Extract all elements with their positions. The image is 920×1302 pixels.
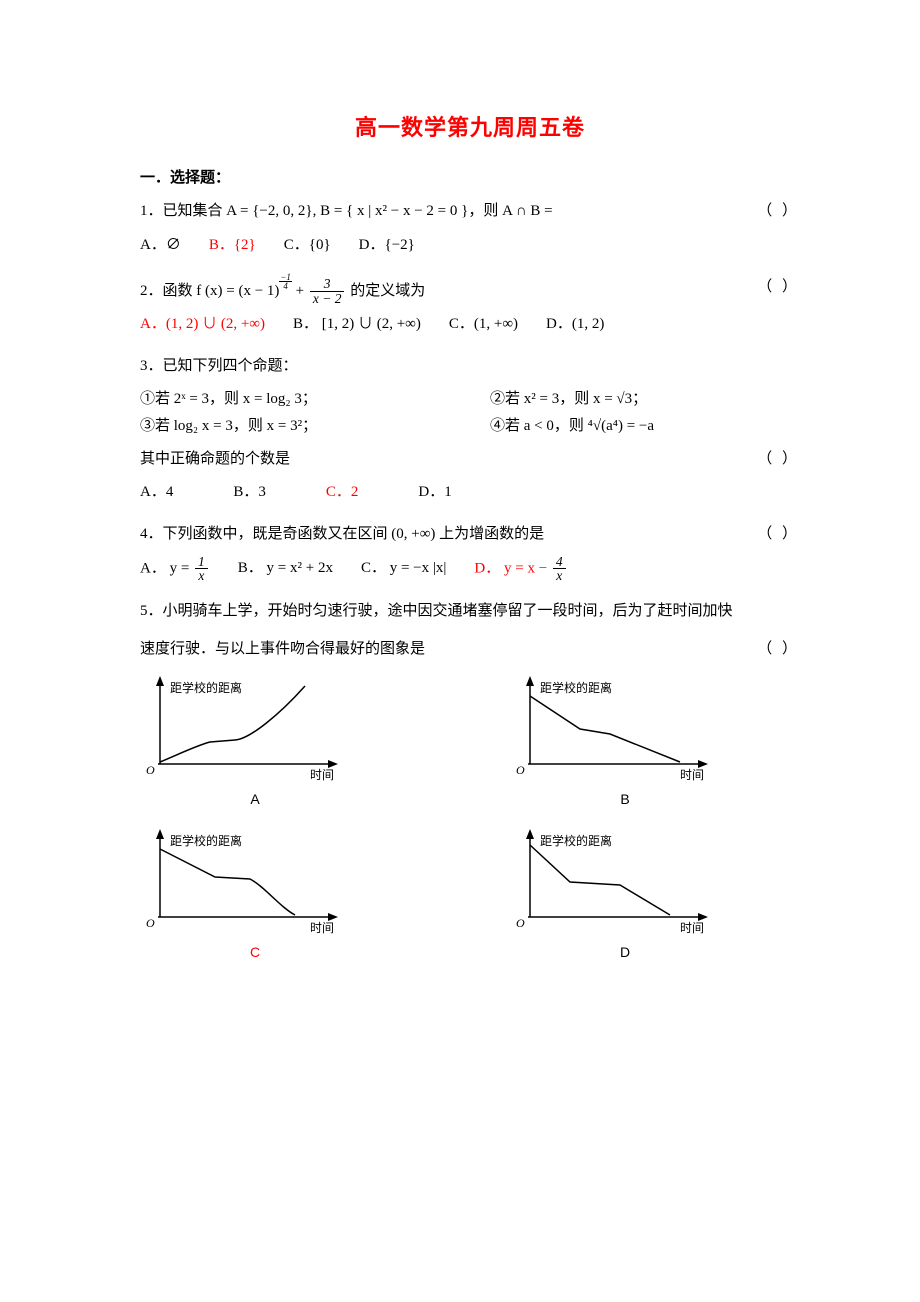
chart-D-svg: 距学校的距离 时间 O	[510, 827, 720, 937]
q3-tail: 其中正确命题的个数是 （ ）	[140, 445, 800, 474]
chart-A: 距学校的距离 时间 O A	[140, 674, 370, 807]
q2-frac-num: 3	[310, 277, 345, 292]
chart-C-caption: C	[140, 944, 370, 960]
q2-stem: 2．函数 f (x) = (x − 1)−14 + 3x − 2 的定义域为 （…	[140, 273, 800, 306]
chart-A-svg: 距学校的距离 时间 O	[140, 674, 350, 784]
chart-B: 距学校的距离 时间 O B	[510, 674, 740, 807]
q5-paren: （ ）	[757, 635, 800, 664]
q3-paren: （ ）	[757, 445, 800, 474]
page-title: 高一数学第九周周五卷	[140, 110, 800, 142]
chart-C-xlabel: 时间	[310, 921, 334, 935]
q1-paren: （ ）	[757, 197, 800, 226]
q5-line2: 速度行驶．与以上事件吻合得最好的图象是 （ ）	[140, 635, 800, 664]
q3-p3: ③若 log₂ x = 3，则 x = 3²；	[140, 414, 450, 435]
chart-C-ylabel: 距学校的距离	[170, 833, 242, 848]
chart-B-curve	[530, 696, 680, 762]
chart-D: 距学校的距离 时间 O D	[510, 827, 740, 960]
q2-optA: A．(1, 2) ∪ (2, +∞)	[140, 311, 265, 338]
q2-mid: +	[292, 283, 308, 299]
q1-text: 1．已知集合 A = {−2, 0, 2}, B = { x | x² − x …	[140, 203, 553, 219]
section-heading: 一．选择题：	[140, 166, 800, 187]
q4-A-pre: A． y =	[140, 560, 193, 576]
chart-A-ylabel: 距学校的距离	[170, 680, 242, 695]
q2-options: A．(1, 2) ∪ (2, +∞) B． [1, 2) ∪ (2, +∞) C…	[140, 311, 800, 338]
chart-A-curve	[160, 686, 305, 762]
q3-stem: 3．已知下列四个命题：	[140, 352, 800, 381]
q1-optA: A．∅	[140, 232, 181, 259]
chart-A-xlabel: 时间	[310, 768, 334, 782]
chart-C: 距学校的距离 时间 O C	[140, 827, 370, 960]
q4-optD: D． y = x − 4x	[474, 555, 567, 583]
chart-A-origin: O	[146, 763, 155, 777]
q4-stem: 4．下列函数中，既是奇函数又在区间 (0, +∞) 上为增函数的是 （ ）	[140, 520, 800, 549]
q3-optA: A．4	[140, 479, 173, 506]
chart-B-svg: 距学校的距离 时间 O	[510, 674, 720, 784]
q2-optB: B． [1, 2) ∪ (2, +∞)	[293, 311, 421, 338]
q2-pre: 2．函数 f (x) = (x − 1)	[140, 283, 279, 299]
q3-props-row1: ①若 2ˣ = 3，则 x = log₂ 3； ②若 x² = 3，则 x = …	[140, 387, 800, 408]
chart-C-curve	[160, 849, 295, 915]
q5-charts: 距学校的距离 时间 O A 距学校的距离 时间 O B	[140, 674, 800, 960]
chart-D-origin: O	[516, 916, 525, 930]
q4-paren: （ ）	[757, 520, 800, 549]
chart-D-xlabel: 时间	[680, 921, 704, 935]
q2-optC: C．(1, +∞)	[449, 311, 518, 338]
chart-D-curve	[530, 845, 670, 915]
q1-optC: C．{0}	[284, 232, 331, 259]
q4-optB: B． y = x² + 2x	[238, 555, 333, 583]
q4-text: 4．下列函数中，既是奇函数又在区间 (0, +∞) 上为增函数的是	[140, 526, 544, 542]
chart-D-caption: D	[510, 944, 740, 960]
q3-optD: D．1	[418, 479, 451, 506]
page: 高一数学第九周周五卷 一．选择题： 1．已知集合 A = {−2, 0, 2},…	[0, 0, 920, 1302]
chart-B-caption: B	[510, 791, 740, 807]
q1-stem: 1．已知集合 A = {−2, 0, 2}, B = { x | x² − x …	[140, 197, 800, 226]
q2-optD: D．(1, 2)	[546, 311, 604, 338]
q3-optC: C．2	[326, 479, 359, 506]
q3-tail-text: 其中正确命题的个数是	[140, 451, 290, 467]
q4-D-num: 4	[553, 555, 566, 570]
q4-D-pre: D． y = x −	[474, 560, 551, 576]
chart-D-ylabel: 距学校的距离	[540, 833, 612, 848]
q4-D-den: x	[553, 569, 566, 583]
chart-B-ylabel: 距学校的距离	[540, 680, 612, 695]
q3-p1: ①若 2ˣ = 3，则 x = log₂ 3；	[140, 387, 450, 408]
q4-optA: A． y = 1x	[140, 555, 210, 583]
chart-C-origin: O	[146, 916, 155, 930]
chart-B-xlabel: 时间	[680, 768, 704, 782]
q3-p2: ②若 x² = 3，则 x = √3；	[490, 387, 800, 408]
q5-line2-text: 速度行驶．与以上事件吻合得最好的图象是	[140, 641, 425, 657]
q4-A-den: x	[195, 569, 208, 583]
q1-optD: D．{−2}	[359, 232, 415, 259]
q1-options: A．∅ B．{2} C．{0} D．{−2}	[140, 232, 800, 259]
q2-paren: （ ）	[757, 273, 800, 302]
q3-options: A．4 B．3 C．2 D．1	[140, 479, 800, 506]
chart-A-caption: A	[140, 791, 370, 807]
q3-props-row2: ③若 log₂ x = 3，则 x = 3²； ④若 a < 0，则 ⁴√(a⁴…	[140, 414, 800, 435]
chart-C-svg: 距学校的距离 时间 O	[140, 827, 350, 937]
q2-frac: 3x − 2	[310, 277, 345, 305]
q4-options: A． y = 1x B． y = x² + 2x C． y = −x |x| D…	[140, 555, 800, 583]
q3-optB: B．3	[233, 479, 266, 506]
q4-A-num: 1	[195, 555, 208, 570]
chart-B-origin: O	[516, 763, 525, 777]
q3-p4: ④若 a < 0，则 ⁴√(a⁴) = −a	[490, 414, 800, 435]
q4-optC: C． y = −x |x|	[361, 555, 446, 583]
q2-frac-den: x − 2	[310, 292, 345, 306]
q2-post: 的定义域为	[346, 283, 425, 299]
q5-line1: 5．小明骑车上学，开始时匀速行驶，途中因交通堵塞停留了一段时间，后为了赶时间加快	[140, 597, 800, 626]
q1-optB: B．{2}	[209, 232, 256, 259]
